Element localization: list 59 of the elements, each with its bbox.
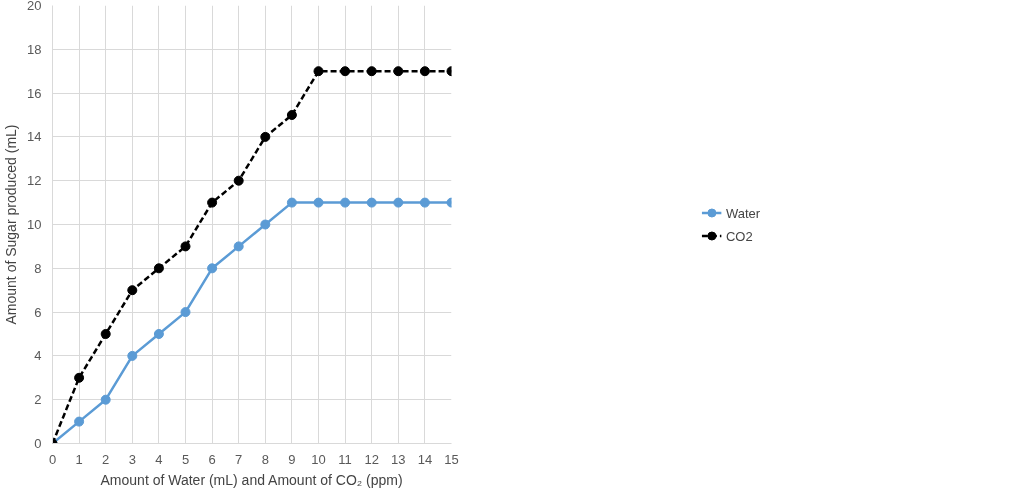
point [74, 416, 85, 427]
x-tick-label: 6 [208, 451, 216, 467]
y-tick-label: 16 [27, 85, 42, 101]
y-tick-label: 0 [34, 436, 42, 451]
point [207, 197, 218, 208]
x-tick-label: 0 [48, 451, 57, 467]
x-tick-label: 3 [128, 451, 136, 467]
y-tick-label: 10 [27, 217, 42, 232]
y-tick-label: 2 [34, 392, 42, 408]
legend-label: CO2 [725, 228, 753, 243]
x-tick-label: 14 [417, 451, 433, 467]
point [260, 131, 271, 142]
x-tick-label: 11 [338, 451, 352, 467]
y-tick-label: 6 [34, 304, 42, 320]
point [366, 197, 377, 208]
legend-label: Water [725, 205, 761, 220]
x-tick-label: 4 [155, 451, 163, 467]
x-tick-label: 10 [311, 451, 326, 467]
point [153, 263, 164, 274]
x-tick-label: 8 [261, 451, 269, 467]
x-tick-label: 7 [235, 451, 243, 467]
x-tick-label: 1 [75, 451, 83, 467]
y-tick-label: 20 [27, 0, 42, 13]
y-tick-label: 8 [34, 260, 42, 276]
point [260, 219, 271, 230]
point [286, 197, 297, 208]
point [340, 197, 351, 208]
point [366, 66, 377, 77]
x-axis-title: Amount of Water (mL) and Amount of CO₂ (ppm) [100, 471, 403, 488]
point [393, 66, 404, 77]
point [100, 394, 111, 405]
point [313, 197, 324, 208]
y-tick-label: 18 [27, 41, 42, 57]
point [233, 175, 244, 186]
point [419, 66, 430, 77]
x-tick-label: 2 [102, 451, 110, 467]
point [286, 110, 297, 120]
point [153, 329, 164, 339]
y-axis-title: Amount of Sugar produced (mL) [3, 124, 20, 325]
point [419, 197, 430, 208]
x-tick-label: 13 [391, 451, 406, 467]
point [100, 329, 111, 339]
y-tick-label: 12 [27, 173, 42, 189]
point [393, 197, 404, 208]
point [127, 350, 138, 361]
point [340, 66, 351, 77]
x-tick-label: 15 [444, 451, 459, 467]
point [313, 66, 324, 77]
point [180, 241, 191, 252]
y-tick-label: 14 [27, 129, 42, 145]
point [127, 285, 138, 296]
x-tick-label: 12 [364, 451, 379, 467]
x-tick-label: 5 [181, 451, 190, 467]
point [207, 263, 218, 274]
x-tick-label: 9 [288, 451, 296, 467]
point [180, 307, 191, 318]
y-tick-label: 4 [34, 348, 42, 364]
point [233, 241, 244, 252]
point [74, 372, 85, 383]
